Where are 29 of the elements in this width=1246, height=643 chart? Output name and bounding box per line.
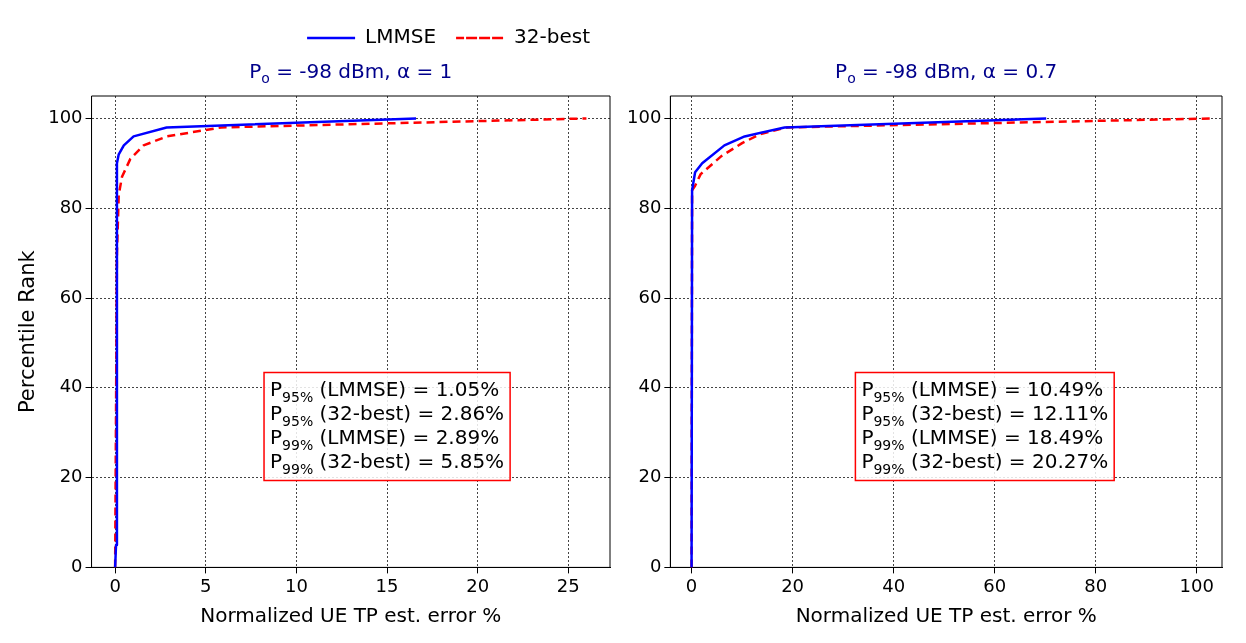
x-tick-label: 80 xyxy=(1084,574,1108,596)
y-tick-label: 20 xyxy=(59,465,83,487)
x-axis-title: Normalized UE TP est. error % xyxy=(795,603,1097,628)
x-tick-label: 5 xyxy=(200,574,212,596)
y-tick-label: 60 xyxy=(638,285,662,307)
x-tick-label: 40 xyxy=(882,574,906,596)
x-axis-title: Normalized UE TP est. error % xyxy=(200,603,502,628)
y-axis-title: Percentile Rank xyxy=(15,249,40,414)
x-tick-label: 25 xyxy=(556,574,580,596)
y-tick-label: 40 xyxy=(59,375,83,397)
y-tick-label: 60 xyxy=(59,285,83,307)
x-tick-label: 0 xyxy=(685,574,698,596)
x-tick-label: 0 xyxy=(109,574,121,596)
y-tick-label: 20 xyxy=(638,465,662,487)
legend-label: LMMSE xyxy=(365,24,437,49)
x-tick-label: 100 xyxy=(1179,574,1214,596)
y-tick-label: 0 xyxy=(649,555,662,577)
y-tick-label: 100 xyxy=(627,106,662,128)
y-tick-label: 40 xyxy=(638,375,662,397)
y-tick-label: 80 xyxy=(638,195,662,217)
x-tick-label: 10 xyxy=(284,574,308,596)
x-tick-label: 15 xyxy=(375,574,399,596)
x-tick-label: 20 xyxy=(781,574,805,596)
legend-label: 32-best xyxy=(514,24,591,49)
y-tick-label: 0 xyxy=(71,555,83,577)
y-tick-label: 100 xyxy=(48,106,83,128)
x-tick-label: 60 xyxy=(983,574,1007,596)
x-tick-label: 20 xyxy=(466,574,490,596)
y-tick-label: 80 xyxy=(59,195,83,217)
